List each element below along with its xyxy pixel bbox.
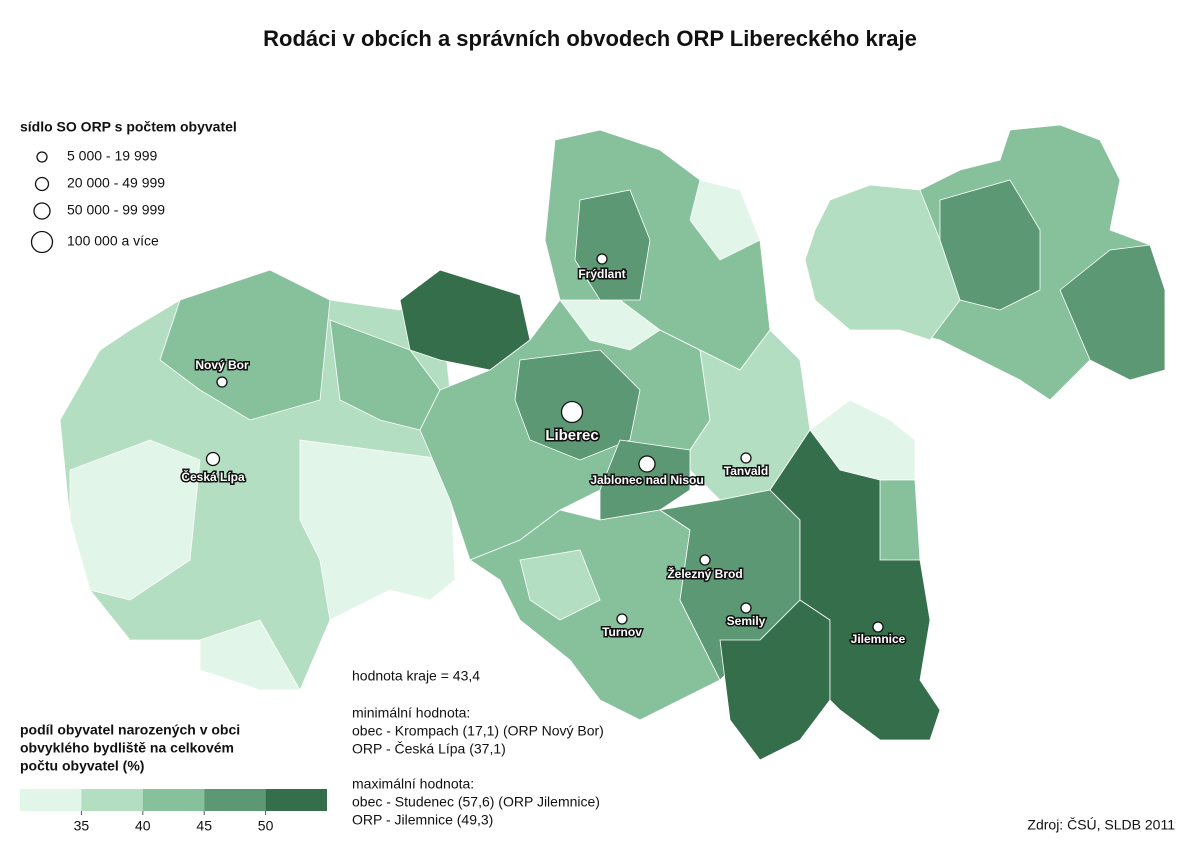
cities: Frýdlant Nový Bor Liberec Česká Lípa Jablone…: [180, 253, 907, 648]
legend-class: [142, 789, 205, 811]
city-marker: [699, 554, 711, 566]
city-label: Nový Bor: [195, 358, 249, 372]
city-legend: 5 000 - 19 999 20 000 - 49 999 50 000 - 99…: [30, 148, 165, 254]
region: [689, 179, 761, 261]
city-label: Liberec: [545, 427, 598, 444]
note: ORP - Česká Lípa (37,1): [352, 741, 506, 757]
legend-class: [81, 789, 143, 811]
legend-symbol: [30, 230, 54, 254]
city-marker: [596, 253, 608, 265]
city-label: Frýdlant: [578, 267, 625, 281]
title: Rodáci v obcích a správních obvodech ORP…: [263, 26, 917, 51]
legend-label: 5 000 - 19 999: [67, 148, 158, 164]
region: [804, 184, 961, 341]
legend-label: 50 000 - 99 999: [67, 202, 165, 218]
city-label: Železný Brod: [667, 566, 742, 581]
region: [69, 439, 201, 601]
legend-class: [204, 789, 266, 811]
source: Zdroj: ČSÚ, SLDB 2011: [1027, 817, 1175, 833]
note: obec - Krompach (17,1) (ORP Nový Bor): [352, 723, 604, 739]
region: [574, 189, 651, 301]
note: ORP - Jilemnice (49,3): [352, 812, 493, 828]
legend-tick-label: 45: [196, 818, 212, 834]
map: [59, 124, 1166, 761]
notes: hodnota kraje = 43,4 minimální hodnota: ob…: [352, 668, 604, 828]
note: obec - Studenec (57,6) (ORP Jilemnice): [352, 794, 600, 810]
city-label: Česká Lípa: [181, 469, 245, 484]
note: maximální hodnota:: [352, 776, 474, 792]
city-marker: [205, 451, 221, 467]
region: [939, 179, 1041, 311]
city-marker: [740, 602, 752, 614]
region: [199, 619, 301, 691]
legend-label: 20 000 - 49 999: [67, 175, 165, 191]
color-legend-title: podíl obyvatel narozených v obci: [20, 722, 240, 738]
city-label: Jablonec nad Nisou: [590, 473, 703, 487]
note: minimální hodnota:: [352, 705, 470, 721]
legend-label: 100 000 a více: [67, 233, 159, 249]
legend-tick-label: 50: [258, 818, 274, 834]
legend-symbol: [36, 151, 48, 163]
region: [159, 269, 331, 421]
color-legend-title: obvyklého bydliště na celkovém: [20, 740, 234, 756]
city-label: Semily: [727, 614, 766, 628]
color-legend: podíl obyvatel narozených v obci obvykléh…: [20, 722, 327, 834]
region: [879, 479, 921, 561]
legend-class: [265, 789, 327, 811]
color-legend-title: počtu obyvatel (%): [20, 758, 144, 774]
city-marker: [638, 455, 656, 473]
note: hodnota kraje = 43,4: [352, 668, 480, 684]
legend-tick-label: 35: [74, 818, 90, 834]
city-marker: [560, 400, 584, 424]
city-legend-title: sídlo SO ORP s počtem obyvatel: [20, 119, 237, 135]
city-label: Tanvald: [724, 464, 768, 478]
city-label: Jilemnice: [851, 632, 906, 646]
legend-symbol: [34, 176, 50, 192]
city-marker: [740, 452, 752, 464]
city-label: Turnov: [602, 625, 642, 639]
region: [1059, 244, 1166, 381]
city-marker: [216, 376, 228, 388]
legend-tick-label: 40: [135, 818, 151, 834]
legend-class: [20, 789, 82, 811]
legend-symbol: [33, 202, 51, 220]
city-marker: [616, 613, 628, 625]
region: [519, 549, 601, 621]
city-marker: [872, 621, 884, 633]
